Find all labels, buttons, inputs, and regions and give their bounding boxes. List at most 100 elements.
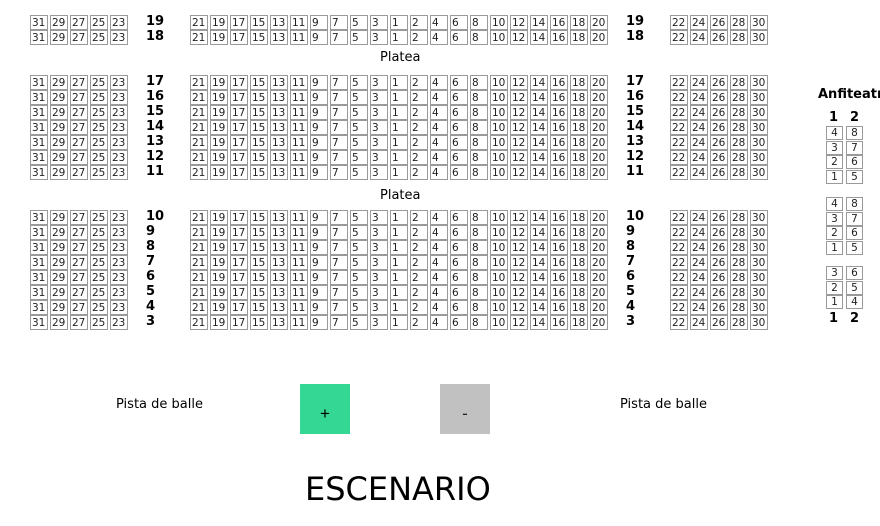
seat[interactable]: 8 [470, 165, 488, 180]
seat[interactable]: 29 [50, 285, 68, 300]
seat[interactable]: 16 [550, 270, 568, 285]
seat[interactable]: 25 [90, 285, 108, 300]
seat[interactable]: 9 [310, 315, 328, 330]
seat[interactable]: 14 [530, 240, 548, 255]
seat[interactable]: 21 [190, 165, 208, 180]
seat[interactable]: 10 [490, 105, 508, 120]
seat[interactable]: 24 [690, 105, 708, 120]
seat[interactable]: 29 [50, 210, 68, 225]
seat[interactable]: 21 [190, 135, 208, 150]
seat[interactable]: 31 [30, 165, 48, 180]
seat[interactable]: 13 [270, 75, 288, 90]
seat[interactable]: 21 [190, 105, 208, 120]
seat[interactable]: 19 [210, 300, 228, 315]
seat[interactable]: 30 [750, 105, 768, 120]
seat[interactable]: 23 [110, 240, 128, 255]
amphitheater-seat[interactable]: 5 [846, 280, 863, 295]
amphitheater-seat[interactable]: 1 [826, 169, 843, 184]
seat[interactable]: 24 [690, 210, 708, 225]
seat[interactable]: 2 [410, 135, 428, 150]
seat[interactable]: 25 [90, 150, 108, 165]
seat[interactable]: 9 [310, 105, 328, 120]
amphitheater-seat[interactable]: 2 [826, 155, 843, 169]
seat[interactable]: 18 [570, 30, 588, 45]
seat[interactable]: 23 [110, 135, 128, 150]
seat[interactable]: 18 [570, 135, 588, 150]
seat[interactable]: 3 [370, 15, 388, 30]
seat[interactable]: 30 [750, 255, 768, 270]
seat[interactable]: 16 [550, 240, 568, 255]
seat[interactable]: 18 [570, 120, 588, 135]
seat[interactable]: 28 [730, 270, 748, 285]
seat[interactable]: 20 [590, 75, 608, 90]
seat[interactable]: 22 [670, 75, 688, 90]
seat[interactable]: 8 [470, 75, 488, 90]
seat[interactable]: 30 [750, 270, 768, 285]
seat[interactable]: 3 [370, 225, 388, 240]
seat[interactable]: 4 [430, 120, 448, 135]
seat[interactable]: 23 [110, 120, 128, 135]
seat[interactable]: 15 [250, 150, 268, 165]
seat[interactable]: 11 [290, 270, 308, 285]
seat[interactable]: 7 [330, 270, 348, 285]
seat[interactable]: 7 [330, 225, 348, 240]
seat[interactable]: 3 [370, 300, 388, 315]
seat[interactable]: 26 [710, 105, 728, 120]
seat[interactable]: 22 [670, 300, 688, 315]
seat[interactable]: 5 [350, 75, 368, 90]
seat[interactable]: 29 [50, 135, 68, 150]
seat[interactable]: 23 [110, 15, 128, 30]
seat[interactable]: 20 [590, 225, 608, 240]
seat[interactable]: 27 [70, 300, 88, 315]
seat[interactable]: 9 [310, 225, 328, 240]
seat[interactable]: 6 [450, 135, 468, 150]
seat[interactable]: 8 [470, 210, 488, 225]
seat[interactable]: 22 [670, 105, 688, 120]
seat[interactable]: 29 [50, 15, 68, 30]
seat[interactable]: 3 [370, 315, 388, 330]
seat[interactable]: 17 [230, 75, 248, 90]
seat[interactable]: 21 [190, 315, 208, 330]
seat[interactable]: 6 [450, 150, 468, 165]
seat[interactable]: 1 [390, 315, 408, 330]
seat[interactable]: 22 [670, 90, 688, 105]
seat[interactable]: 15 [250, 75, 268, 90]
seat[interactable]: 25 [90, 75, 108, 90]
seat[interactable]: 10 [490, 150, 508, 165]
seat[interactable]: 19 [210, 210, 228, 225]
seat[interactable]: 24 [690, 15, 708, 30]
seat[interactable]: 9 [310, 15, 328, 30]
seat[interactable]: 17 [230, 90, 248, 105]
seat[interactable]: 19 [210, 30, 228, 45]
seat[interactable]: 26 [710, 165, 728, 180]
seat[interactable]: 26 [710, 15, 728, 30]
seat[interactable]: 16 [550, 135, 568, 150]
seat[interactable]: 26 [710, 240, 728, 255]
seat[interactable]: 15 [250, 300, 268, 315]
seat[interactable]: 7 [330, 210, 348, 225]
seat[interactable]: 29 [50, 150, 68, 165]
seat[interactable]: 10 [490, 225, 508, 240]
seat[interactable]: 6 [450, 90, 468, 105]
seat[interactable]: 8 [470, 15, 488, 30]
seat[interactable]: 4 [430, 210, 448, 225]
seat[interactable]: 20 [590, 315, 608, 330]
seat[interactable]: 11 [290, 225, 308, 240]
seat[interactable]: 21 [190, 15, 208, 30]
seat[interactable]: 25 [90, 300, 108, 315]
seat[interactable]: 24 [690, 270, 708, 285]
seat[interactable]: 19 [210, 150, 228, 165]
seat[interactable]: 17 [230, 15, 248, 30]
amphitheater-seat[interactable]: 5 [846, 169, 863, 184]
seat[interactable]: 31 [30, 210, 48, 225]
seat[interactable]: 20 [590, 90, 608, 105]
seat[interactable]: 4 [430, 225, 448, 240]
seat[interactable]: 21 [190, 270, 208, 285]
seat[interactable]: 7 [330, 30, 348, 45]
seat[interactable]: 11 [290, 315, 308, 330]
seat[interactable]: 26 [710, 30, 728, 45]
seat[interactable]: 10 [490, 300, 508, 315]
seat[interactable]: 23 [110, 270, 128, 285]
seat[interactable]: 10 [490, 285, 508, 300]
seat[interactable]: 28 [730, 15, 748, 30]
